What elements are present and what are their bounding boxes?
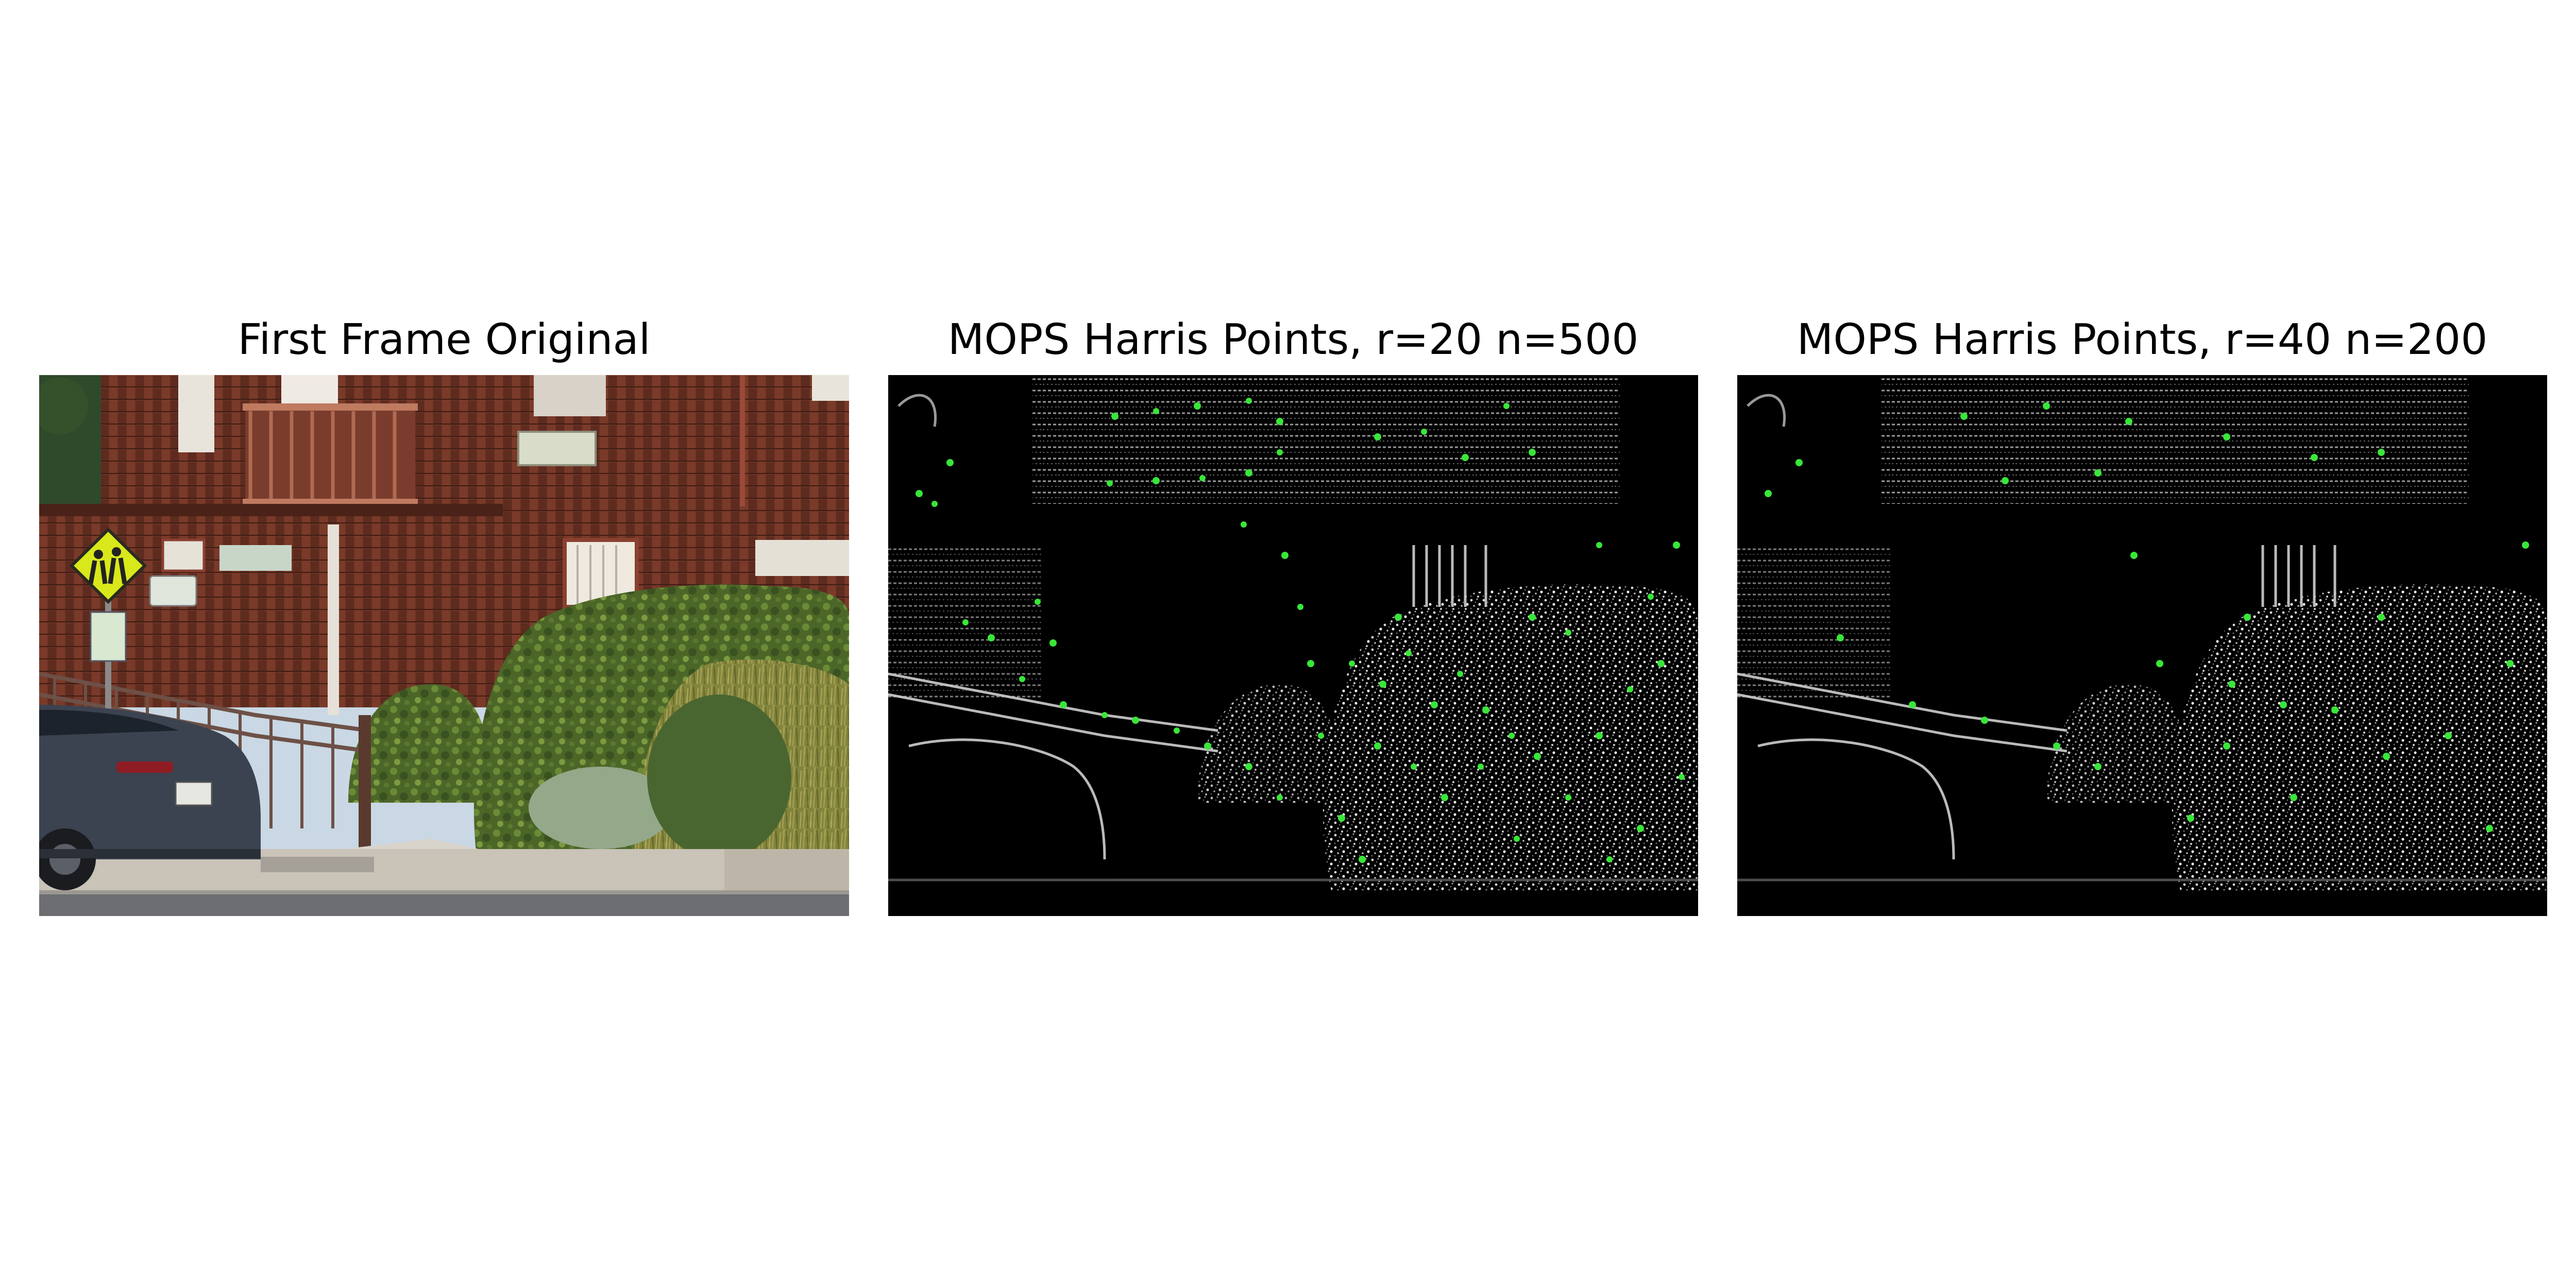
panel-title: MOPS Harris Points, r=20 n=500 xyxy=(947,315,1639,364)
panel-original: First Frame Original xyxy=(39,309,849,922)
harris-edges-with-keypoints xyxy=(1737,375,2547,916)
harris-response-image-r40 xyxy=(1737,375,2547,916)
panel-title: First Frame Original xyxy=(238,315,651,364)
street-scene-illustration xyxy=(39,375,849,916)
harris-edges-with-keypoints xyxy=(888,375,1698,916)
panel-harris-r40: MOPS Harris Points, r=40 n=200 xyxy=(1737,309,2547,922)
panel-title: MOPS Harris Points, r=40 n=200 xyxy=(1797,315,2488,364)
school-crossing-sign-icon xyxy=(69,527,197,751)
original-photo xyxy=(39,375,849,916)
panel-harris-r20: MOPS Harris Points, r=20 n=500 xyxy=(888,309,1698,922)
harris-response-image-r20 xyxy=(888,375,1698,916)
car-icon xyxy=(39,705,261,890)
